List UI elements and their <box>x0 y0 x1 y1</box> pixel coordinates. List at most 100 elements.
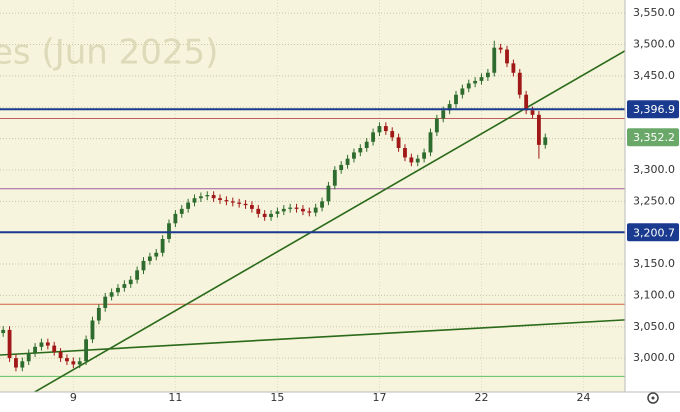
candle-body <box>103 296 108 308</box>
candle-body <box>447 104 452 111</box>
candle-body <box>45 342 50 346</box>
candle-body <box>415 158 420 163</box>
candle-body <box>326 185 331 202</box>
y-tick-label: 3,000.0 <box>633 351 675 364</box>
candle-body <box>7 329 12 359</box>
candle-body <box>90 320 95 340</box>
y-tick-label: 3,450.0 <box>633 69 675 82</box>
candle-body <box>479 77 484 81</box>
candle-body <box>460 88 465 95</box>
candle-body <box>517 72 522 95</box>
candle-body <box>218 198 222 201</box>
candle-body <box>33 346 37 354</box>
price-tag <box>627 100 679 119</box>
candle-body <box>473 80 478 84</box>
candle-body <box>485 72 490 78</box>
candle-body <box>352 152 356 159</box>
candle-body <box>135 270 140 280</box>
axis-pane <box>625 0 680 412</box>
candle-body <box>128 279 133 285</box>
candle-body <box>454 94 458 105</box>
candle-body <box>186 202 191 209</box>
candle-body <box>498 47 503 50</box>
candle-body <box>26 353 31 362</box>
candle-body <box>428 132 433 153</box>
x-tick-label: 11 <box>168 391 182 404</box>
candle-body <box>466 83 471 89</box>
candle-body <box>301 208 305 212</box>
candle-body <box>52 345 57 352</box>
candle-body <box>281 208 286 212</box>
candle-body <box>224 200 229 202</box>
candle-body <box>288 207 293 209</box>
plot <box>0 0 625 392</box>
candle-body <box>160 238 165 253</box>
candle-body <box>441 110 446 119</box>
x-tick-label: 15 <box>270 391 284 404</box>
candle-body <box>396 137 401 149</box>
candle-body <box>332 169 337 186</box>
candle-body <box>77 361 82 365</box>
price-tag-label: 3,396.9 <box>633 103 675 116</box>
candle-body <box>122 284 127 288</box>
candle-body <box>154 252 159 257</box>
candle-body <box>256 208 261 214</box>
candle-body <box>536 114 541 145</box>
price-tag <box>627 223 679 242</box>
x-tick-label: 24 <box>577 391 591 404</box>
candle-body <box>109 292 114 297</box>
price-tag-label: 3,352.2 <box>633 131 675 144</box>
candle-body <box>65 358 69 362</box>
candle-body <box>205 195 210 197</box>
candle-body <box>20 361 25 368</box>
trend-line <box>0 319 625 356</box>
candle-body <box>377 126 382 133</box>
settings-icon[interactable] <box>647 392 659 404</box>
candle-body <box>84 339 89 362</box>
candle-body <box>358 148 363 153</box>
candle-body <box>371 132 375 142</box>
candle-body <box>543 137 548 145</box>
candle-body <box>511 63 516 73</box>
candle-body <box>422 152 427 159</box>
candle-body <box>313 207 318 213</box>
candle-body <box>530 110 535 115</box>
candle-body <box>39 342 44 347</box>
y-tick-label: 3,050.0 <box>633 320 675 333</box>
candle-body <box>409 157 414 163</box>
candle-body <box>307 211 312 213</box>
candle-body <box>147 256 152 261</box>
candle-body <box>383 126 388 132</box>
candle-body <box>141 260 146 271</box>
price-tag <box>627 128 679 147</box>
candle-body <box>275 211 280 214</box>
candle-body <box>403 148 407 158</box>
candle-body <box>320 201 324 208</box>
candle-body <box>1 329 6 334</box>
candle-body <box>262 213 267 218</box>
candle-body <box>173 213 178 224</box>
candle-body <box>58 351 63 359</box>
candle-body <box>434 118 439 133</box>
candle-body <box>345 158 350 165</box>
candle-body <box>167 223 171 239</box>
x-tick-label: 17 <box>372 391 386 404</box>
y-tick-label: 3,550.0 <box>633 6 675 19</box>
candle-body <box>116 287 120 293</box>
candle-body <box>492 47 497 73</box>
x-tick-label: 22 <box>475 391 489 404</box>
candle-body <box>96 307 101 321</box>
candle-body <box>230 201 235 203</box>
y-tick-label: 3,100.0 <box>633 288 675 301</box>
candle-body <box>237 202 242 204</box>
y-tick-label: 3,150.0 <box>633 257 675 270</box>
candle-body <box>179 208 184 214</box>
candle-body <box>390 131 395 138</box>
candle-body <box>211 195 216 199</box>
candle-body <box>269 213 273 218</box>
candle-body <box>71 361 76 365</box>
candle-body <box>192 198 197 203</box>
candle-body <box>243 203 248 206</box>
watermark: es (Jun 2025) <box>0 33 218 73</box>
